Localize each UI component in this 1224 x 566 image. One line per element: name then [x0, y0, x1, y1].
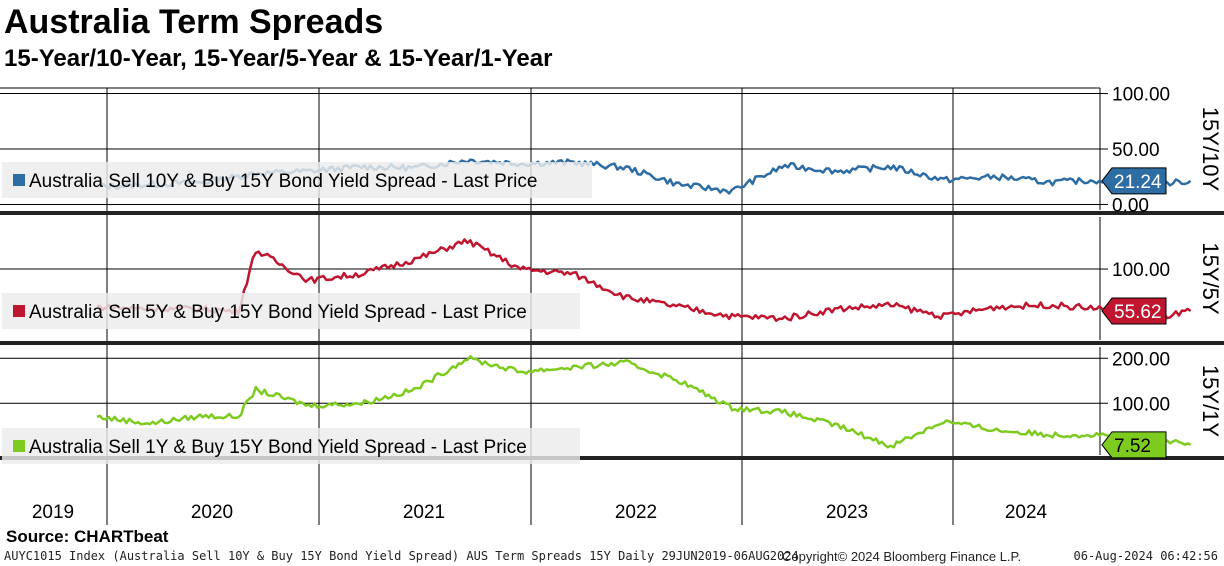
legend-box — [2, 162, 592, 198]
x-tick-label: 2020 — [191, 502, 233, 523]
x-tick-label: 2019 — [32, 502, 74, 523]
y-tick-label: 100.00 — [1112, 85, 1170, 106]
y-tick-label: 0.00 — [1112, 195, 1149, 216]
legend-swatch — [13, 174, 25, 186]
x-tick-label: 2024 — [1005, 502, 1048, 523]
x-tick-label: 2021 — [403, 502, 445, 523]
last-value-tag — [1101, 431, 1167, 459]
footer-copyright: Copyright© 2024 Bloomberg Finance L.P. — [782, 549, 1022, 564]
source-note: Source: CHARTbeat — [6, 527, 169, 546]
legend-label: Australia Sell 1Y & Buy 15Y Bond Yield S… — [29, 437, 527, 458]
series-line — [96, 238, 1192, 322]
last-value-label: 55.62 — [1114, 302, 1162, 323]
y-tick-label: 200.00 — [1112, 349, 1170, 370]
x-tick-label: 2022 — [615, 502, 657, 523]
footer-index-info: AUYC1015 Index (Australia Sell 10Y & Buy… — [4, 549, 799, 563]
panel-label: 15Y/10Y — [1198, 107, 1223, 192]
legend-box — [2, 293, 580, 329]
legend-box — [2, 428, 580, 464]
series-line — [96, 355, 1192, 449]
last-value-label: 21.24 — [1114, 172, 1162, 193]
panel-label: 15Y/1Y — [1198, 365, 1223, 437]
y-tick-label: 50.00 — [1112, 140, 1160, 161]
chart-title: Australia Term Spreads — [4, 3, 384, 41]
y-tick-label: 100.00 — [1112, 394, 1170, 415]
legend-label: Australia Sell 5Y & Buy 15Y Bond Yield S… — [29, 302, 527, 323]
panel-label: 15Y/5Y — [1198, 242, 1223, 314]
last-value-tag — [1101, 297, 1167, 325]
legend-swatch — [13, 305, 25, 317]
chart-subtitle: 15-Year/10-Year, 15-Year/5-Year & 15-Yea… — [4, 45, 553, 72]
last-value-label: 7.52 — [1114, 436, 1151, 457]
footer-timestamp: 06-Aug-2024 06:42:56 — [1073, 549, 1219, 563]
chart-area: 0.00 50.00 100.00 Australia Sell 10Y & Buy … — [0, 85, 1224, 525]
x-tick-label: 2023 — [826, 502, 868, 523]
legend-swatch — [13, 440, 25, 452]
last-value-tag — [1101, 167, 1167, 195]
y-tick-label: 100.00 — [1112, 260, 1170, 281]
legend-label: Australia Sell 10Y & Buy 15Y Bond Yield … — [29, 171, 537, 192]
